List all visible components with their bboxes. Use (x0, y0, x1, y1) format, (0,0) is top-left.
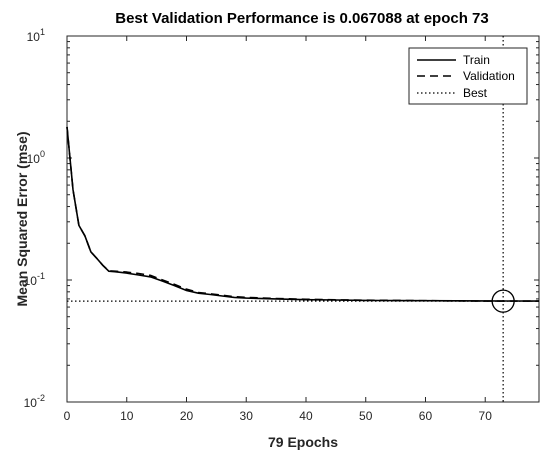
y-tick-label: 10-1 (24, 271, 45, 288)
x-tick-label: 60 (419, 409, 433, 423)
legend: Train Validation Best (408, 47, 528, 105)
legend-validation-label: Validation (463, 69, 515, 83)
chart-title: Best Validation Performance is 0.067088 … (115, 10, 489, 27)
y-axis-ticks: 101 100 10-1 10-2 (24, 27, 539, 410)
legend-box (408, 47, 528, 105)
x-tick-label: 30 (240, 409, 254, 423)
validation-series-line (66, 126, 539, 302)
x-tick-label: 0 (64, 409, 71, 423)
y-axis-label: Mean Squared Error (mse) (14, 131, 30, 306)
best-point-marker (491, 289, 515, 313)
x-tick-label: 70 (479, 409, 493, 423)
x-axis-label: 79 Epochs (268, 434, 338, 450)
y-tick-label: 100 (27, 149, 45, 166)
x-tick-label: 10 (120, 409, 134, 423)
y-tick-label: 101 (27, 27, 45, 44)
y-tick-label: 10-2 (24, 393, 45, 410)
x-tick-label: 40 (299, 409, 313, 423)
legend-best-label: Best (463, 86, 488, 100)
x-tick-label: 20 (180, 409, 194, 423)
legend-train-label: Train (463, 53, 490, 67)
x-tick-label: 50 (359, 409, 373, 423)
x-axis-ticks: 0 10 20 30 40 50 60 70 (64, 36, 493, 423)
